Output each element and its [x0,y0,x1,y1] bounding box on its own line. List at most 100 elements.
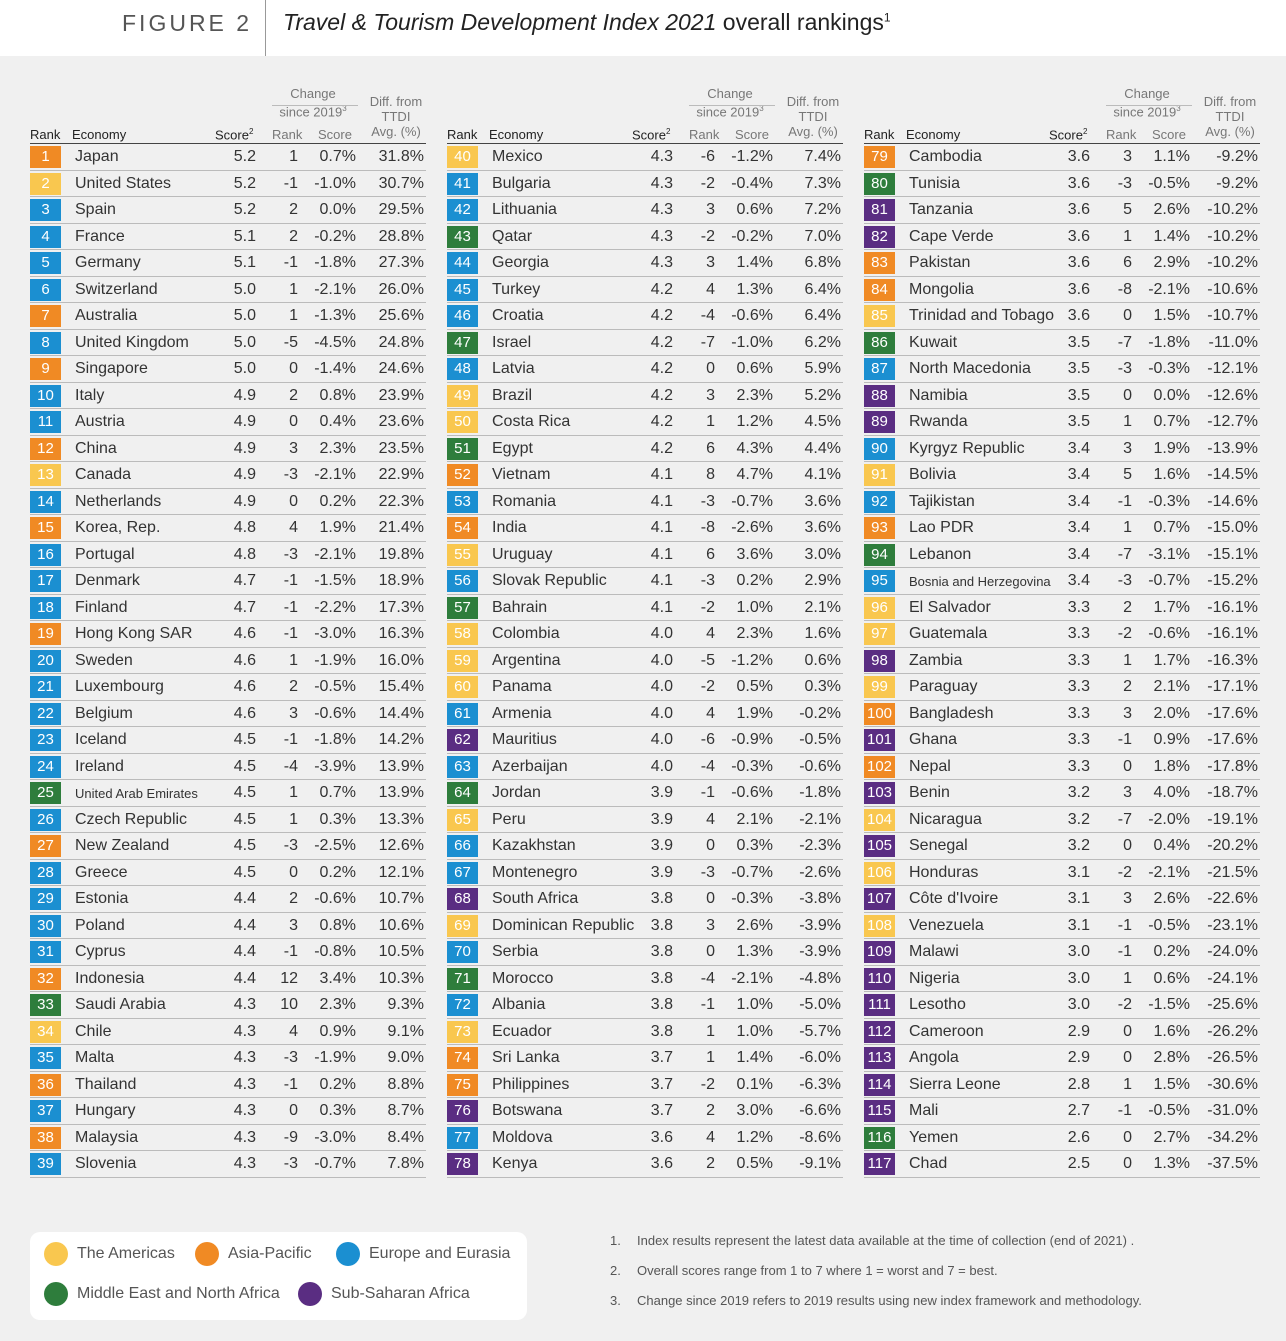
score-value: 5.2 [233,148,256,165]
economy-name: Pakistan [909,254,971,271]
change-score-value: -1.2% [731,148,773,165]
change-rank-value: 3 [1123,890,1132,907]
diff-from-avg-value: -12.6% [1207,386,1258,404]
change-score-value: 2.3% [319,996,356,1013]
table-row: 28 Greece 4.5 0 0.2% 12.1% [30,860,426,886]
score-value: 3.7 [650,1102,673,1119]
diff-from-avg-value: 7.0% [804,227,841,245]
score-value: 3.3 [1067,731,1090,748]
diff-from-avg-value: 3.6% [804,519,841,536]
change-rank-value: -4 [283,757,298,775]
economy-name: Italy [75,386,105,404]
change-score-value: -0.5% [1148,1102,1190,1119]
score-value: 4.0 [650,704,673,722]
economy-name: Benin [909,784,950,801]
footnote-ref: 3 [759,104,764,113]
change-score-value: 1.4% [1153,227,1190,245]
table-row: 92 Tajikistan 3.4 -1 -0.3% -14.6% [864,489,1260,515]
economy-name: Hong Kong SAR [75,625,193,642]
change-rank-value: 2 [706,1102,715,1119]
rank-badge: 11 [30,411,61,433]
score-value: 4.9 [233,492,256,510]
score-value: 3.4 [1067,439,1090,457]
diff-from-avg-value: 9.0% [387,1049,424,1066]
diff-from-avg-value: 8.7% [387,1102,424,1119]
rank-badge: 113 [864,1047,895,1069]
rank-badge: 68 [447,888,478,910]
economy-name: Malta [75,1049,115,1066]
change-rank-value: -7 [1117,810,1132,828]
diff-from-avg-value: 9.3% [387,996,424,1013]
change-score-value: 2.9% [1153,254,1190,271]
table-row: 12 China 4.9 3 2.3% 23.5% [30,436,426,462]
diff-from-avg-value: 7.2% [804,201,841,218]
change-score-value: -0.4% [731,174,773,192]
economy-name: Bosnia and Herzegovina [909,574,1051,589]
economy-name: Iceland [75,731,127,748]
table-row: 45 Turkey 4.2 4 1.3% 6.4% [447,277,843,303]
change-rank-value: -1 [1117,916,1132,934]
rank-badge: 97 [864,623,895,645]
change-score-value: 1.3% [1153,1155,1190,1172]
score-value: 3.7 [650,1049,673,1066]
change-rank-value: 0 [289,863,298,881]
economy-name: Turkey [492,280,541,298]
economy-name: Slovenia [75,1155,137,1172]
score-value: 2.5 [1067,1155,1090,1172]
change-rank-value: 0 [706,943,715,960]
change-score-value: 1.4% [736,254,773,271]
diff-from-avg-value: -12.1% [1207,360,1258,377]
economy-name: Nepal [909,757,951,775]
header-rule [1106,105,1192,106]
table-row: 49 Brazil 4.2 3 2.3% 5.2% [447,383,843,409]
score-value: 4.0 [650,731,673,748]
diff-from-avg-value: 27.3% [378,254,424,271]
rank-badge: 65 [447,808,478,831]
economy-name: Mali [909,1102,939,1119]
table-row: 106 Honduras 3.1 -2 -2.1% -21.5% [864,860,1260,886]
table-row: 99 Paraguay 3.3 2 2.1% -17.1% [864,674,1260,701]
score-value: 4.2 [650,307,673,324]
rank-badge: 110 [864,967,895,990]
economy-name: Cambodia [909,148,982,165]
economy-name: New Zealand [75,837,170,854]
footnote-ref: 3 [342,104,347,113]
table-row: 110 Nigeria 3.0 1 0.6% -24.1% [864,966,1260,992]
diff-from-avg-value: 24.8% [378,333,424,351]
change-score-value: 2.3% [736,625,773,642]
economy-name: Namibia [909,386,968,404]
score-value: 4.0 [650,625,673,642]
diff-from-avg-value: 26.0% [378,280,424,298]
table-row: 78 Kenya 3.6 2 0.5% -9.1% [447,1151,843,1178]
economy-name: Canada [75,466,132,483]
change-rank-value: -1 [700,784,715,801]
rank-badge: 32 [30,967,61,990]
score-value: 4.3 [233,1075,256,1093]
score-value: 3.3 [1067,651,1090,669]
change-score-value: -2.0% [1148,810,1190,828]
diff-from-avg-value: -26.5% [1207,1049,1258,1066]
score-value: 4.3 [233,1102,256,1119]
table-row: 3 Spain 5.2 2 0.0% 29.5% [30,197,426,224]
change-score-value: 0.8% [319,386,356,404]
change-rank-value: -3 [700,572,715,589]
economy-name: Mongolia [909,280,974,298]
header-change-text: since 2019 [1113,104,1177,120]
rankings-column-1: Rank Economy Rank Score Score2 Change since 20… [30,84,426,1178]
change-rank-value: 3 [706,201,715,218]
diff-from-avg-value: 18.9% [378,572,424,589]
change-score-value: -0.6% [314,704,356,722]
change-score-value: -0.6% [731,784,773,801]
table-row: 19 Hong Kong SAR 4.6 -1 -3.0% 16.3% [30,621,426,648]
diff-from-avg-value: 15.4% [378,678,424,695]
score-value: 4.2 [650,333,673,351]
score-value: 4.4 [233,943,256,960]
change-rank-value: 2 [289,890,298,907]
diff-from-avg-value: -26.2% [1207,1022,1258,1040]
table-row: 72 Albania 3.8 -1 1.0% -5.0% [447,992,843,1019]
table-row: 9 Singapore 5.0 0 -1.4% 24.6% [30,356,426,383]
header-score: Score2 [215,127,253,142]
change-score-value: 2.3% [736,386,773,404]
change-rank-value: 0 [706,890,715,907]
economy-name: Georgia [492,254,549,271]
